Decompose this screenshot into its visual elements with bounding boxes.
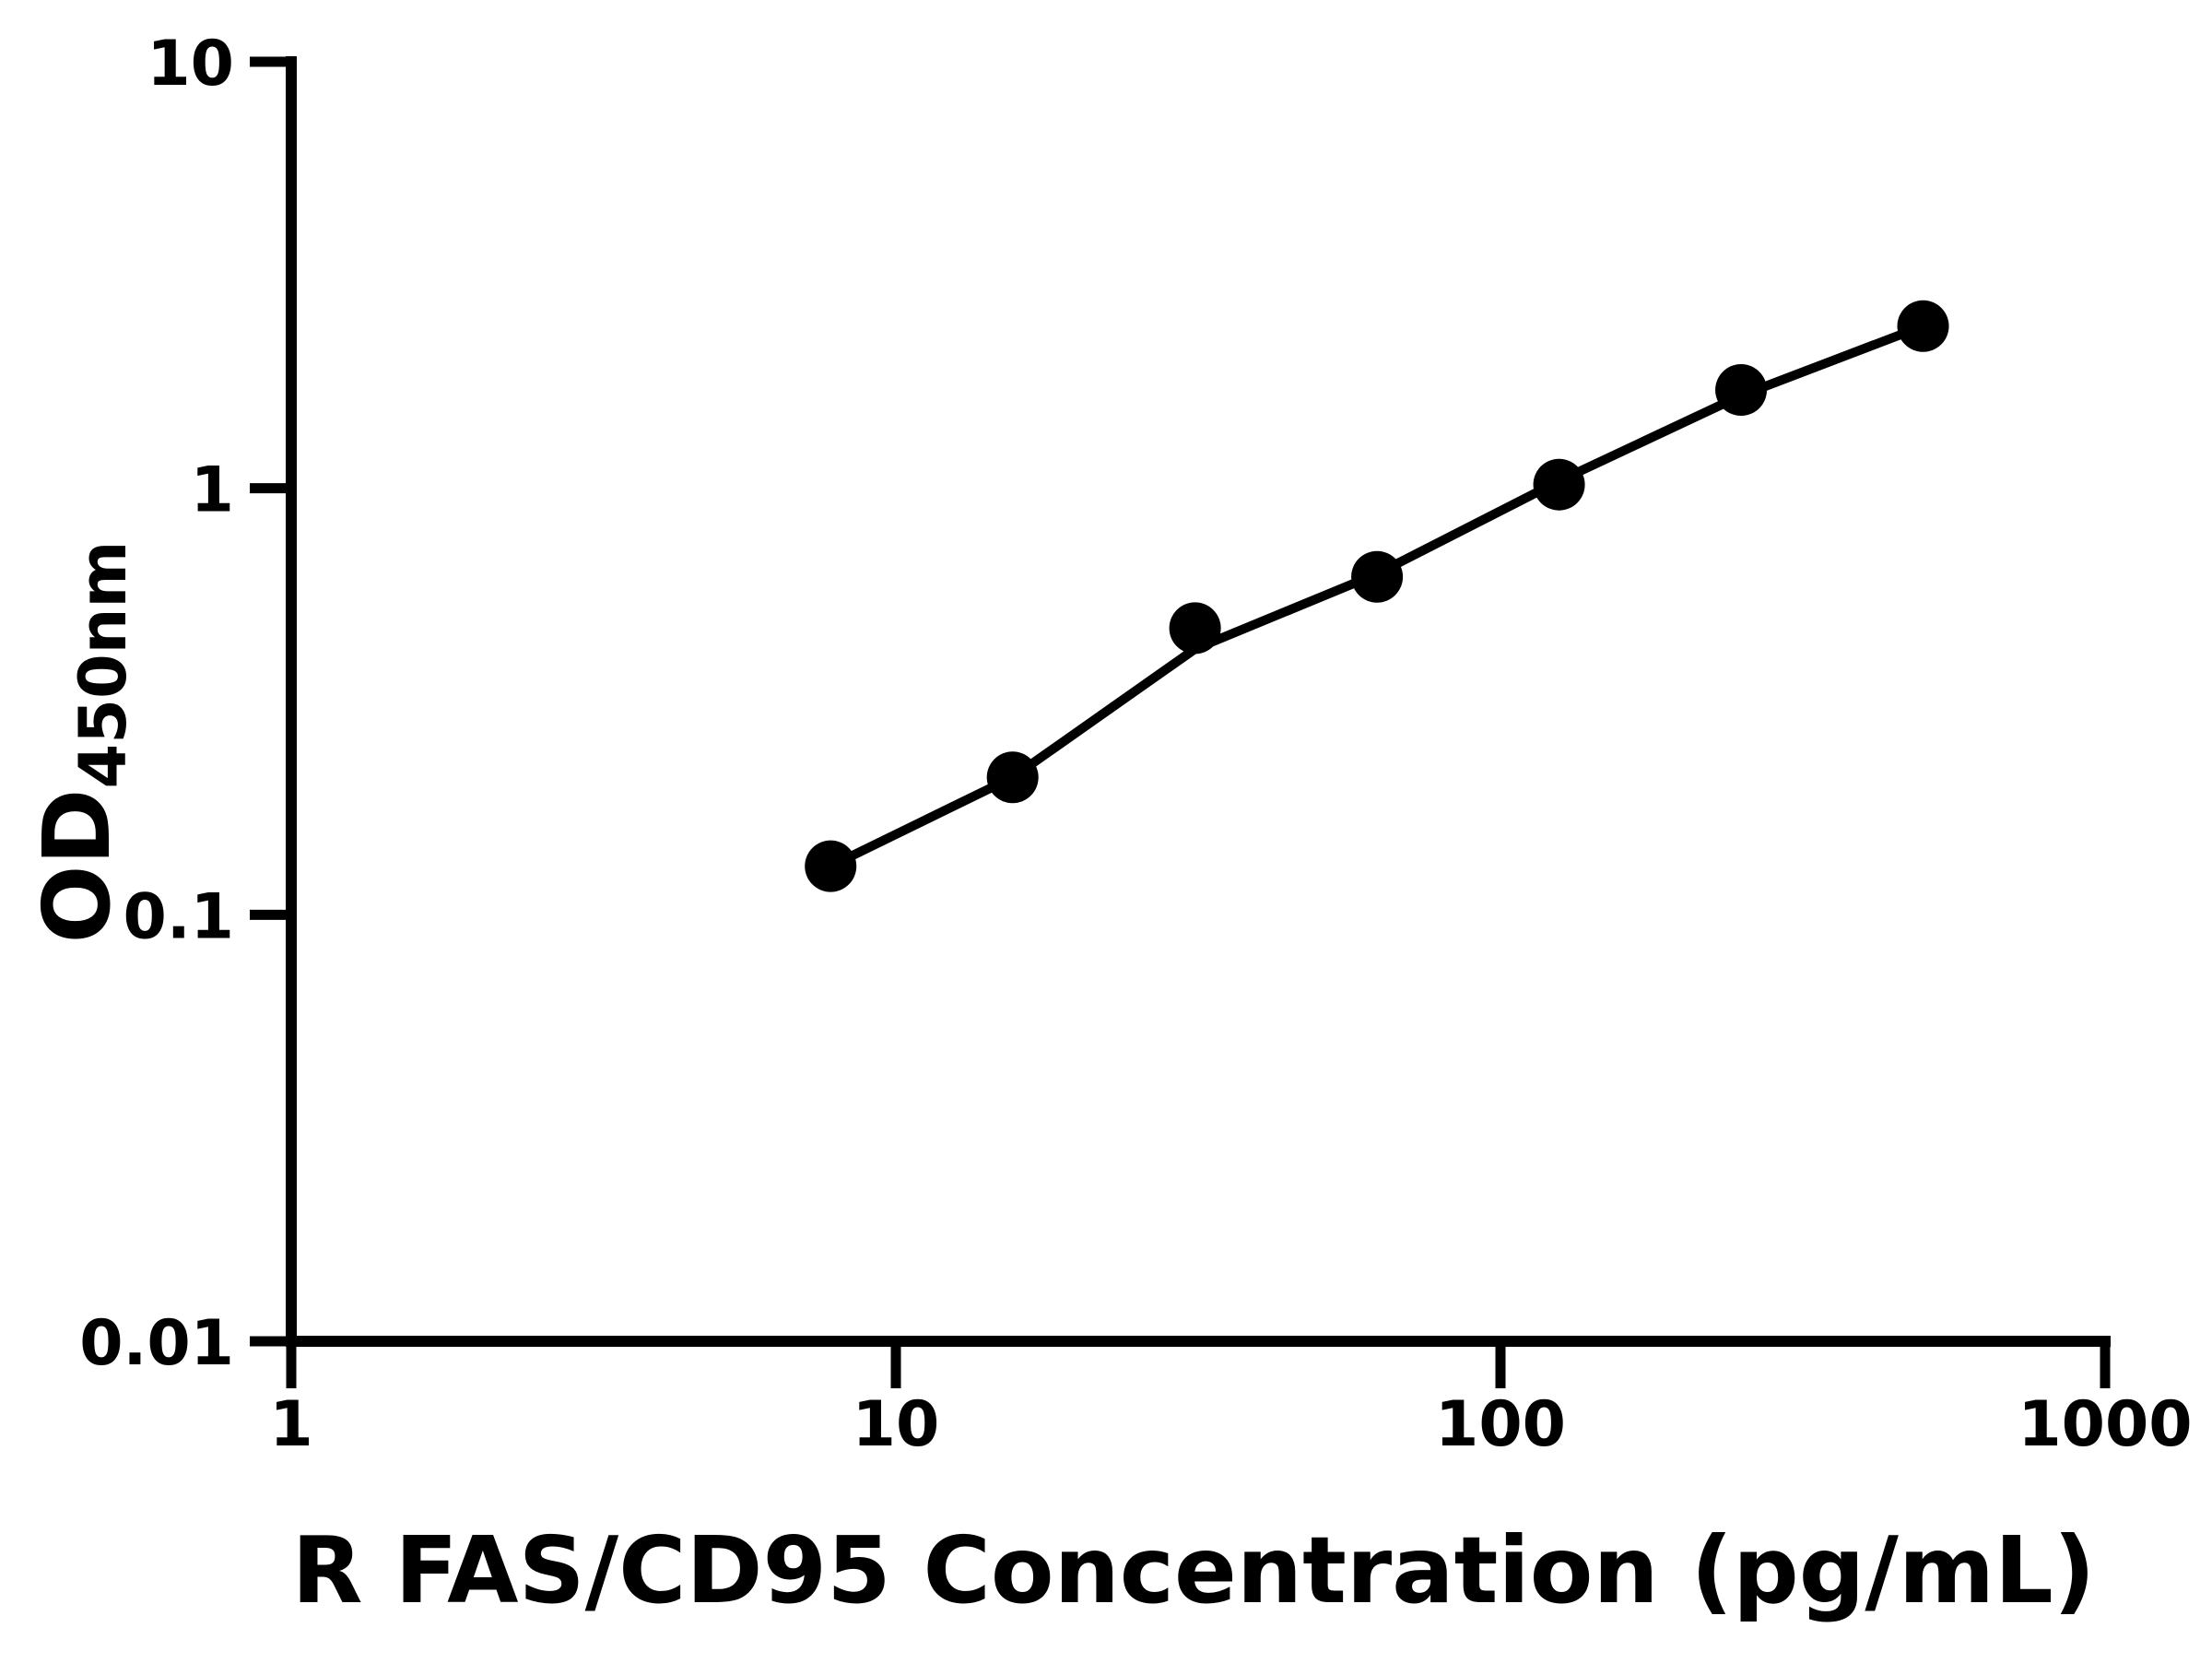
data-point-31.25pgml (1169, 602, 1221, 655)
x-tick-label-100: 100 (1435, 1388, 1566, 1461)
x-tick-label-1000: 1000 (2018, 1388, 2192, 1461)
x-axis-ticks (286, 1347, 2111, 1388)
y-axis-ticks (250, 56, 286, 1347)
data-point-15.6pgml (986, 751, 1039, 804)
plot-series (805, 300, 1949, 892)
y-axis-title: OD450nm (23, 541, 141, 944)
x-axis-tick-labels: 1 10 100 1000 (269, 1388, 2192, 1461)
data-point-250pgml (1715, 364, 1768, 417)
data-point-7.8pgml (805, 840, 857, 892)
y-tick-label-0.01: 0.01 (79, 1307, 234, 1380)
axes-spines (286, 56, 2111, 1347)
x-tick-label-1: 1 (269, 1388, 312, 1461)
data-point-125pgml (1533, 458, 1585, 511)
x-tick-label-10: 10 (853, 1388, 940, 1461)
data-point-62.5pgml (1351, 550, 1404, 603)
y-tick-label-10: 10 (147, 28, 234, 100)
x-axis-title: R FAS/CD95 Concentration (pg/mL) (292, 1516, 2096, 1624)
y-axis-title-main: OD (23, 788, 131, 943)
y-axis-title-subscript: 450nm (65, 541, 141, 789)
data-point-500pgml (1897, 300, 1949, 352)
y-tick-label-1: 1 (191, 454, 234, 527)
y-tick-label-0.1: 0.1 (124, 880, 234, 953)
y-axis-tick-labels: 10 1 0.1 0.01 (79, 28, 234, 1380)
